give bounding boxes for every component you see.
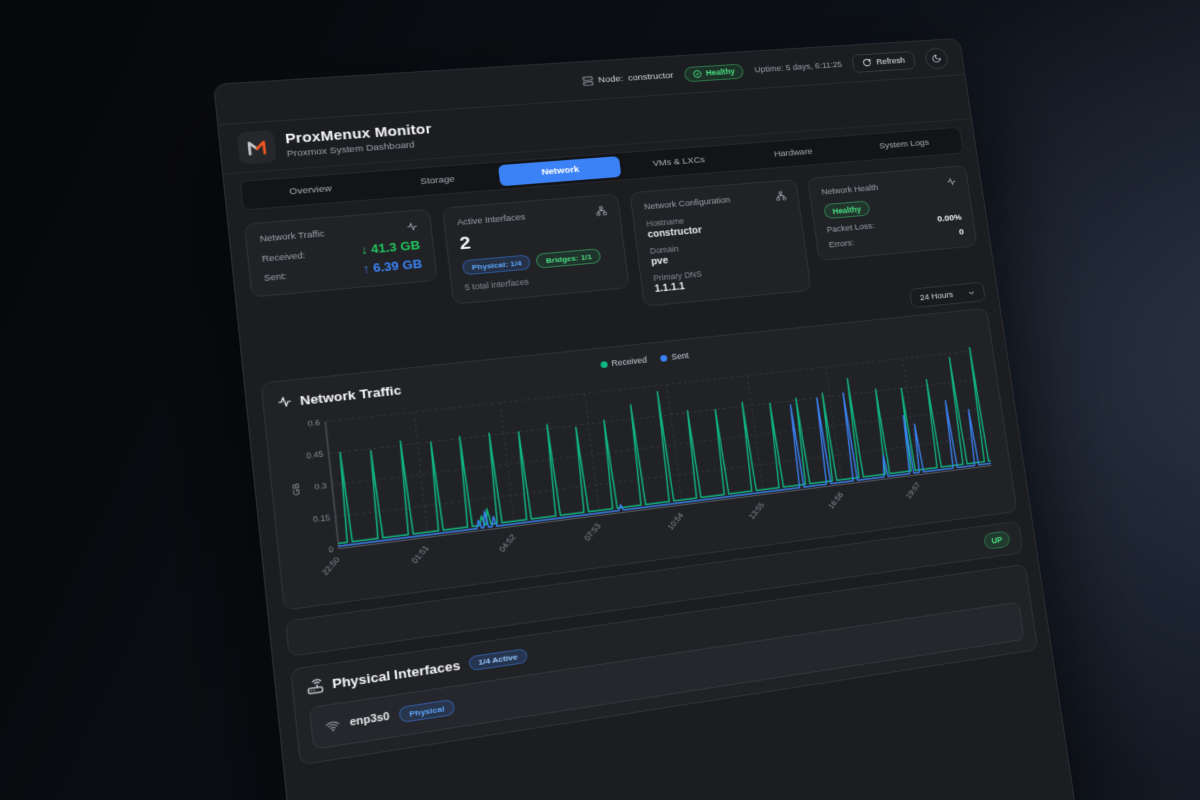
node-indicator: Node: constructor: [582, 70, 674, 86]
activity-icon: [406, 221, 419, 232]
active-interfaces-card-title: Active Interfaces: [456, 212, 526, 228]
activity-icon: [276, 394, 293, 409]
svg-text:0.3: 0.3: [314, 482, 327, 492]
received-value: ↓ 41.3 GB: [359, 238, 421, 257]
network-configuration-card-title: Network Configuration: [643, 195, 731, 212]
node-label: Node:: [597, 73, 624, 85]
packet-loss-label: Packet Loss:: [826, 220, 875, 234]
svg-text:19:57: 19:57: [904, 481, 922, 501]
svg-text:0: 0: [328, 545, 334, 554]
sent-value: ↑ 6.39 GB: [362, 257, 423, 276]
dark-mode-toggle[interactable]: [923, 46, 950, 70]
health-badge: Healthy: [683, 63, 745, 82]
interface-type-badge: Physical: [398, 699, 455, 724]
pulse-icon: [946, 176, 957, 186]
node-value: constructor: [627, 70, 674, 83]
health-status-label: Healthy: [831, 204, 862, 216]
physical-count-badge: Physical: 1/4: [461, 254, 532, 276]
topology-icon: [775, 191, 787, 202]
received-label: Received:: [261, 250, 306, 264]
network-configuration-card: Network Configuration Hostname construct…: [629, 178, 812, 307]
health-badge-label: Healthy: [705, 66, 736, 78]
router-icon: [306, 678, 324, 696]
uptime-text: Uptime: 5 days, 6:11:25: [753, 59, 843, 75]
svg-text:04:52: 04:52: [497, 533, 518, 554]
legend-sent: Sent: [660, 351, 689, 363]
svg-text:0.15: 0.15: [313, 513, 331, 524]
time-range-select[interactable]: 24 Hours: [909, 281, 986, 309]
wifi-icon: [325, 718, 341, 733]
app-title-block: ProxMenux Monitor Proxmox System Dashboa…: [285, 122, 434, 159]
refresh-icon: [862, 58, 872, 67]
dashboard-window: Node: constructor Healthy Uptime: 5 days…: [213, 37, 1095, 800]
svg-text:01:51: 01:51: [410, 544, 431, 565]
up-status-badge: UP: [983, 530, 1011, 551]
received-dot: [600, 360, 608, 368]
refresh-label: Refresh: [875, 55, 906, 67]
errors-value: 0: [958, 227, 965, 238]
network-health-card: Network Health Healthy Packet Loss: 0.00…: [807, 165, 978, 261]
network-traffic-chart-card: Network Traffic Received Sent 0 0.15 0.3 0.…: [260, 307, 1018, 612]
refresh-button[interactable]: Refresh: [851, 50, 916, 73]
svg-text:22:50: 22:50: [320, 555, 342, 576]
physical-active-badge: 1/4 Active: [468, 648, 528, 672]
packet-loss-value: 0.00%: [936, 212, 963, 225]
svg-text:13:55: 13:55: [747, 501, 766, 521]
server-icon: [582, 75, 594, 86]
errors-label: Errors:: [828, 237, 855, 249]
bridges-count-badge: Bridges: 1/1: [535, 248, 602, 269]
chevron-down-icon: [967, 288, 976, 297]
app-header: ProxMenux Monitor Proxmox System Dashboa…: [218, 75, 972, 175]
sent-dot: [660, 354, 668, 362]
svg-text:0.45: 0.45: [306, 450, 324, 460]
chart-legend: Received Sent: [600, 351, 689, 370]
svg-text:GB: GB: [290, 483, 302, 496]
active-interfaces-card: Active Interfaces 2 Physical: 1/4 Bridge…: [441, 193, 630, 305]
svg-text:0.6: 0.6: [307, 418, 320, 428]
network-traffic-card: Network Traffic Received: ↓ 41.3 GB Sent…: [243, 208, 438, 298]
sent-label: Sent:: [263, 271, 288, 283]
time-range-value: 24 Hours: [919, 289, 954, 303]
legend-received: Received: [600, 355, 647, 369]
svg-text:07:53: 07:53: [583, 522, 603, 543]
moon-icon: [931, 53, 942, 63]
svg-text:16:56: 16:56: [827, 491, 845, 511]
traffic-chart: 0 0.15 0.3 0.45 0.6 22:50 01:51 04:52 07:53 10:54…: [290, 340, 1005, 577]
proxmenux-m-icon: [247, 141, 267, 156]
svg-text:10:54: 10:54: [666, 511, 685, 531]
check-circle-icon: [693, 69, 703, 77]
network-health-card-title: Network Health: [820, 182, 879, 197]
network-traffic-card-title: Network Traffic: [259, 228, 326, 244]
interface-name: enp3s0: [349, 711, 391, 730]
app-logo: [236, 130, 277, 165]
health-status-badge: Healthy: [823, 200, 871, 220]
network-icon: [595, 205, 607, 216]
